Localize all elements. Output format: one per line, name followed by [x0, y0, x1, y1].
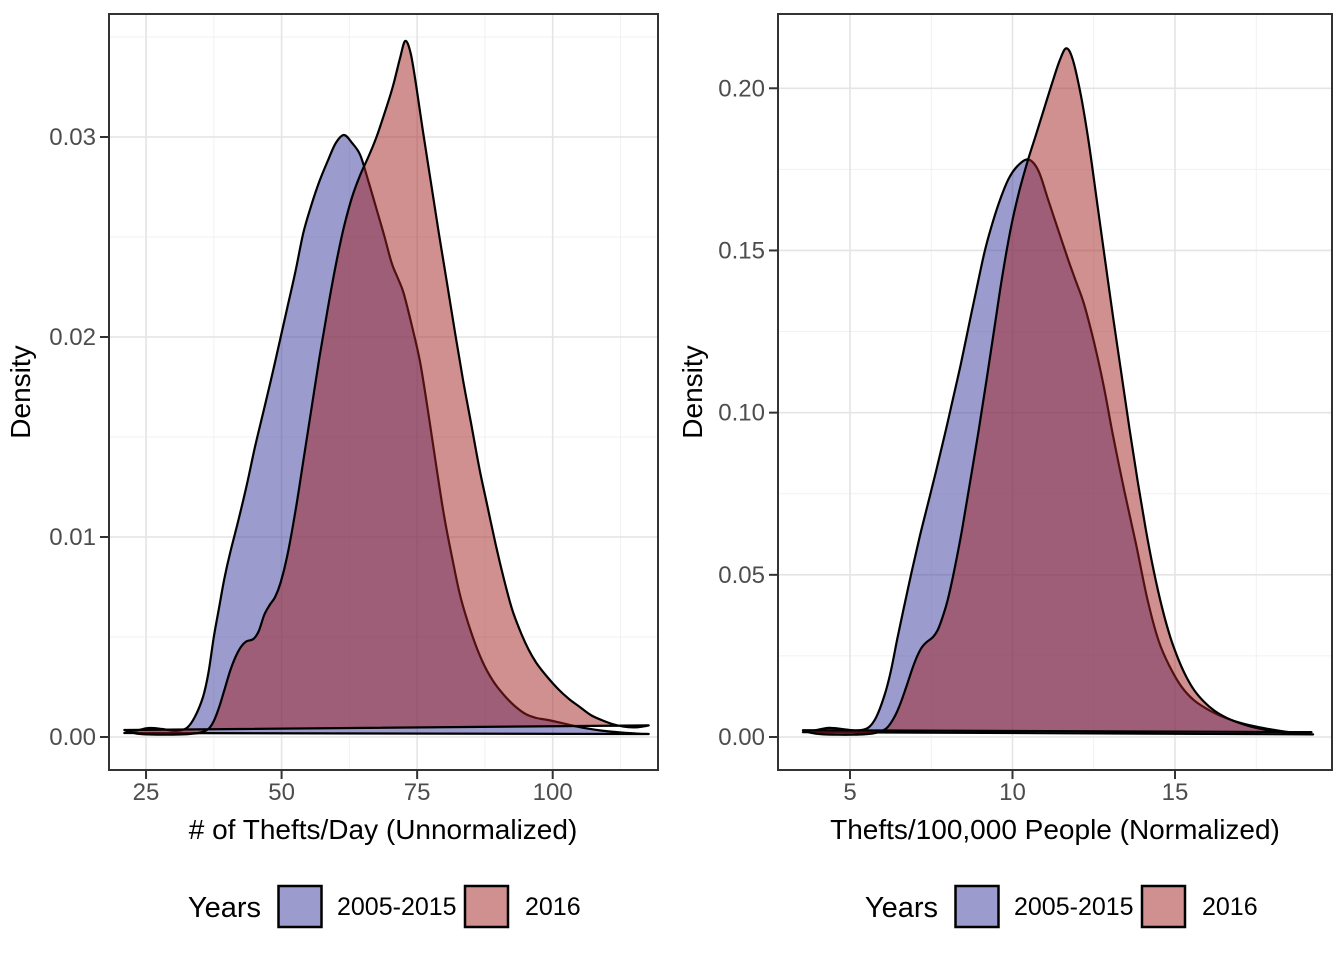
x-tick-label: 50	[268, 779, 295, 806]
x-tick-label: 75	[404, 779, 431, 806]
legend-key-2005-2015	[954, 884, 1000, 929]
x-tick-label: 5	[843, 779, 856, 806]
panel-border-left	[108, 13, 659, 771]
legend-right: Years 2005-2015 2016	[865, 884, 1258, 929]
y-tick-label: 0.03	[49, 124, 96, 151]
x-tick-label: 15	[1162, 779, 1189, 806]
legend-key-2005-2015	[277, 884, 323, 929]
x-axis-title-left: # of Thefts/Day (Unnormalized)	[189, 814, 578, 845]
axis-ticks-right	[769, 87, 1177, 779]
density-areas-left	[123, 39, 650, 736]
axis-tick-labels-left: 25 50 75 100 0.00 0.01 0.02 0.03	[49, 124, 572, 806]
panel-border-right	[777, 13, 1333, 771]
y-tick-label: 0.00	[718, 724, 765, 751]
x-axis-title-right: Thefts/100,000 People (Normalized)	[830, 814, 1280, 845]
density-area-2016	[801, 47, 1313, 736]
axis-tick-labels-right: 5 10 15 0.00 0.05 0.10 0.15 0.20	[718, 75, 1188, 806]
y-tick-label: 0.05	[718, 562, 765, 589]
legend-key-2016	[1140, 884, 1187, 929]
legend-label-2005-2015: 2005-2015	[1014, 893, 1134, 921]
y-tick-label: 0.15	[718, 237, 765, 264]
plot-unnormalized: 25 50 75 100 0.00 0.01 0.02 0.03 # of Thefts/Da…	[5, 13, 659, 929]
y-axis-title-left: Density	[5, 345, 36, 438]
legend-label-2016: 2016	[525, 893, 581, 921]
density-area-2016	[123, 39, 650, 736]
legend-left: Years 2005-2015 2016	[188, 884, 581, 929]
legend-title-left: Years	[188, 892, 261, 924]
legend-title-right: Years	[865, 892, 938, 924]
y-tick-label: 0.01	[49, 524, 96, 551]
y-axis-title-right: Density	[677, 345, 708, 438]
legend-label-2005-2015: 2005-2015	[337, 893, 457, 921]
x-tick-label: 25	[133, 779, 160, 806]
y-tick-label: 0.20	[718, 75, 765, 102]
x-tick-label: 10	[999, 779, 1026, 806]
plot-normalized: 5 10 15 0.00 0.05 0.10 0.15 0.20 Thefts/100,000…	[677, 13, 1333, 929]
y-tick-label: 0.00	[49, 724, 96, 751]
density-areas-right	[801, 47, 1315, 736]
axis-ticks-left	[100, 136, 554, 779]
y-tick-label: 0.10	[718, 400, 765, 427]
legend-label-2016: 2016	[1202, 893, 1258, 921]
y-tick-label: 0.02	[49, 324, 96, 351]
legend-key-2016	[463, 884, 510, 929]
x-tick-label: 100	[533, 779, 573, 806]
